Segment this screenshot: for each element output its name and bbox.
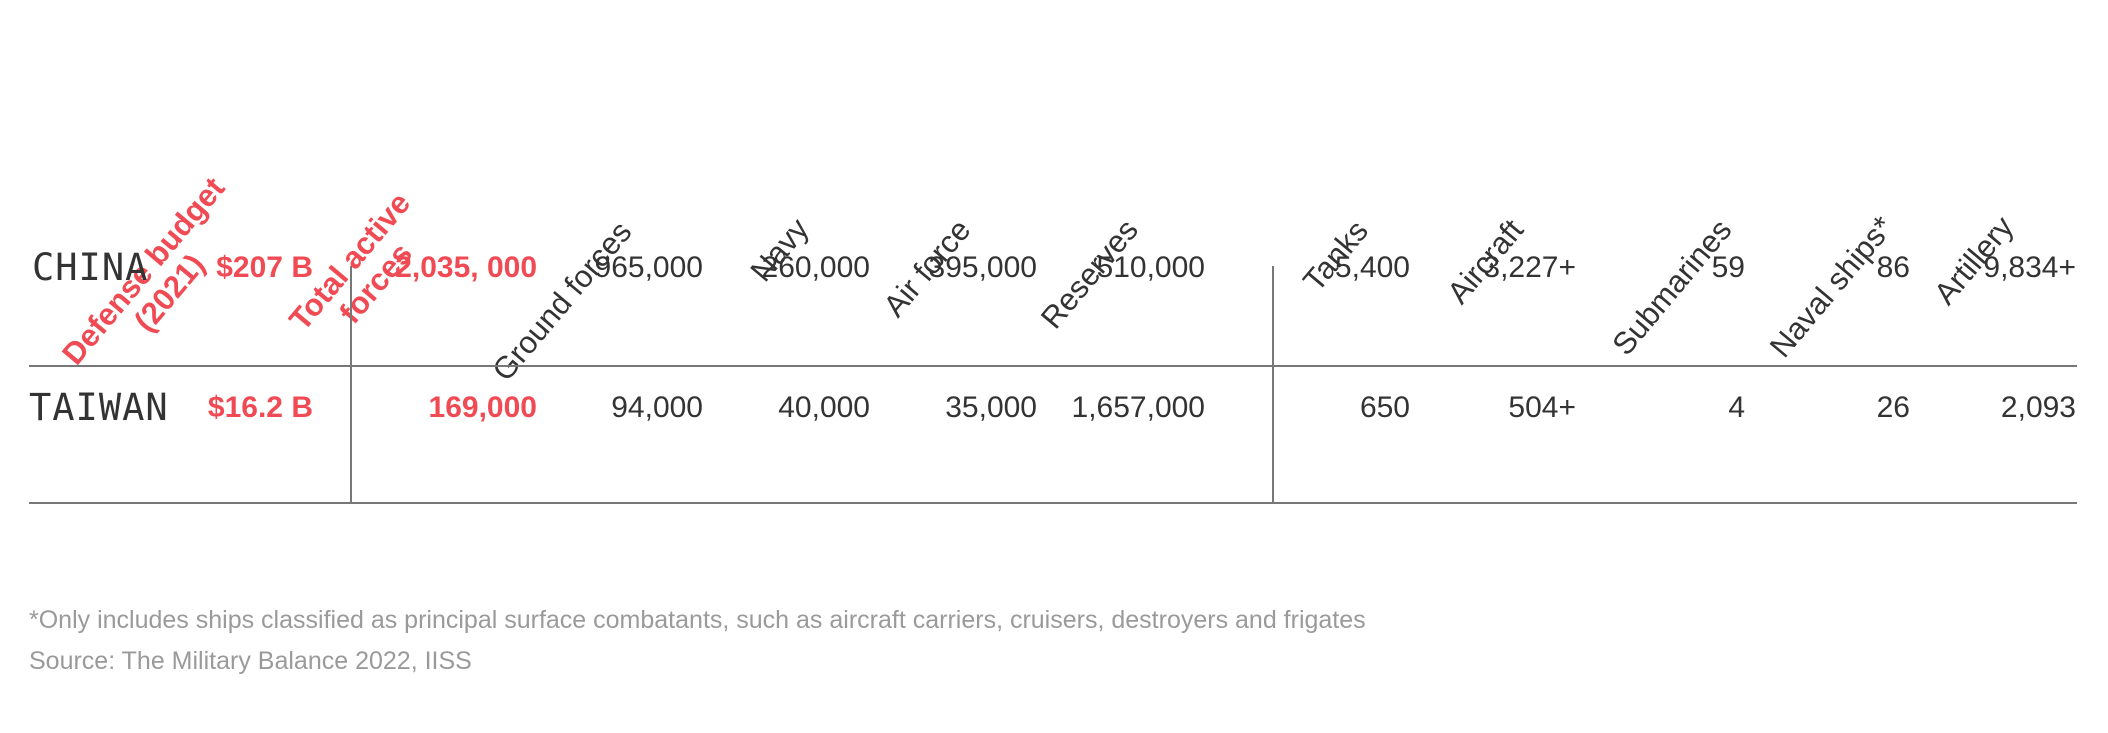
value-budget: $16.2 B bbox=[207, 391, 313, 424]
row-divider bbox=[29, 365, 2077, 367]
column-header-line: Submarines bbox=[1605, 212, 1739, 362]
value-artillery: 2,093 bbox=[2000, 391, 2076, 424]
value-submarines: 59 bbox=[1711, 251, 1745, 284]
column-header-submarines: Submarines bbox=[1605, 212, 1739, 362]
table-bottom-rule bbox=[29, 502, 2077, 504]
value-reserves: 510,000 bbox=[1096, 251, 1205, 284]
value-naval: 26 bbox=[1876, 391, 1910, 424]
column-divider bbox=[1272, 266, 1274, 503]
column-header-naval: Naval ships* bbox=[1762, 209, 1901, 364]
value-tanks: 5,400 bbox=[1334, 251, 1410, 284]
value-artillery: 9,834+ bbox=[1983, 251, 2076, 284]
country-label: TAIWAN bbox=[29, 386, 169, 429]
value-submarines: 4 bbox=[1728, 391, 1745, 424]
value-navy: 40,000 bbox=[778, 391, 870, 424]
source-note: Source: The Military Balance 2022, IISS bbox=[29, 647, 472, 675]
column-header-ground: Ground forces bbox=[485, 214, 639, 388]
value-budget: $207 B bbox=[216, 251, 313, 284]
value-aircraft: 3,227+ bbox=[1483, 251, 1576, 284]
footnote: *Only includes ships classified as princ… bbox=[29, 606, 1366, 634]
value-navy: 260,000 bbox=[761, 251, 870, 284]
column-header-line: Naval ships* bbox=[1762, 209, 1901, 364]
value-reserves: 1,657,000 bbox=[1071, 391, 1205, 424]
value-ground: 94,000 bbox=[611, 391, 703, 424]
value-airforce: 395,000 bbox=[928, 251, 1037, 284]
value-ground: 965,000 bbox=[594, 251, 703, 284]
value-active: 169,000 bbox=[428, 391, 537, 424]
value-active: 2,035, 000 bbox=[395, 251, 537, 284]
country-label: CHINA bbox=[32, 246, 149, 289]
value-naval: 86 bbox=[1876, 251, 1910, 284]
column-divider bbox=[350, 266, 352, 503]
column-header-line: Ground forces bbox=[485, 214, 639, 388]
value-aircraft: 504+ bbox=[1508, 391, 1576, 424]
value-tanks: 650 bbox=[1359, 391, 1410, 424]
value-airforce: 35,000 bbox=[945, 391, 1037, 424]
